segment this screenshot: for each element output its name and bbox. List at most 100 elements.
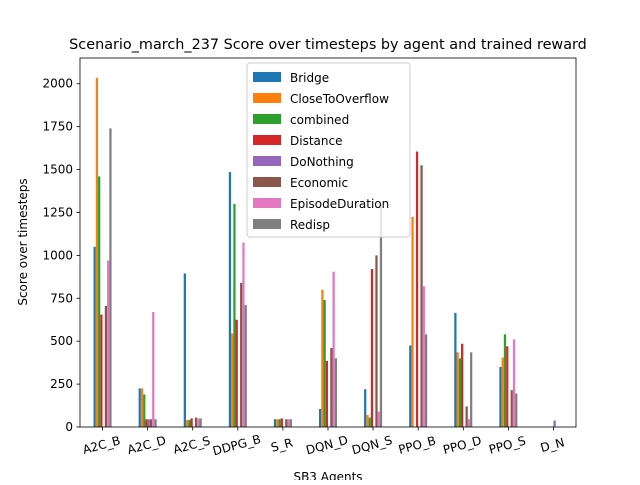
bar [499,366,502,427]
y-tick-label: 750 [50,291,73,305]
y-tick-label: 1750 [42,120,73,134]
legend-box [246,62,411,238]
bar [409,345,412,427]
y-tick-label: 500 [50,334,73,348]
bar [109,128,112,427]
bar [240,282,243,427]
bar [465,406,468,427]
bar [188,420,191,427]
bar [454,312,457,427]
bar [287,419,290,427]
bar [145,419,148,427]
bar [140,388,144,427]
bar [470,352,473,427]
bar [273,419,277,427]
bar [325,360,328,427]
bar [244,305,247,427]
legend-swatch [253,72,281,82]
legend-swatch [253,177,281,187]
y-tick-label: 250 [50,377,73,391]
bar [285,419,288,427]
bar [510,390,513,427]
y-tick-label: 2000 [42,77,73,91]
chart-title: Scenario_march_237 Score over timesteps … [69,37,587,53]
bar [149,419,153,427]
bar [321,289,324,427]
bar [503,334,507,427]
bar [415,151,419,428]
bar [185,420,189,427]
bars-group [93,77,556,428]
bar [377,411,380,427]
legend-label: Redisp [290,218,330,232]
bar [152,312,155,427]
bar [375,255,378,427]
bar [93,246,96,427]
bar [461,343,464,427]
y-tick-label: 1000 [42,248,73,262]
bar [190,418,193,427]
legend-label: CloseToOverflow [290,92,389,106]
bar [228,172,232,427]
legend-swatch [253,156,281,166]
bar [370,269,374,427]
bar [154,419,157,427]
bar [280,418,283,427]
legend-label: EpisodeDuration [290,197,389,211]
bar [422,286,425,427]
bar [512,339,516,427]
bar [420,165,423,427]
bar [467,419,471,427]
bar [364,389,367,427]
bar [231,333,234,427]
bar [424,334,428,427]
legend-swatch [253,219,281,229]
bar [332,271,335,427]
legend-label: Bridge [290,71,329,85]
bar [104,306,108,427]
x-tick-label: D_N [539,435,566,455]
bar [506,346,509,427]
bar [366,414,369,427]
bar [456,352,459,427]
bar [368,417,371,427]
bar [318,408,322,427]
y-tick-label: 1250 [42,205,73,219]
bar [276,419,279,427]
y-axis-label: Score over timesteps [16,178,30,305]
bar [194,417,198,427]
bar [278,419,281,427]
bar [323,300,326,427]
x-tick-label: S_R [269,436,294,455]
bar [515,393,518,427]
bar [233,203,236,427]
bar [183,273,186,427]
bar [143,394,146,427]
bar [242,242,245,427]
legend-label: Distance [290,134,342,148]
bar [334,358,338,427]
legend: Bridge CloseToOverflow combined Distance DoN… [246,62,411,238]
bar [235,319,238,427]
bar [501,357,504,427]
bar [411,216,414,427]
legend-swatch [253,114,281,124]
bar [147,419,150,427]
bar [199,418,202,427]
bar [379,203,383,427]
bar [98,176,101,427]
legend-label: combined [290,113,349,127]
legend-swatch [253,135,281,145]
bar [197,418,200,427]
legend-swatch [253,93,281,103]
y-tick-label: 1500 [42,163,73,177]
bar [107,260,110,427]
legend-swatch [253,198,281,208]
x-axis-label: SB3 Agents [293,470,362,480]
legend-label: DoNothing [290,155,354,169]
y-tick-label: 0 [65,420,73,434]
bar [95,77,99,428]
bar [289,419,292,427]
